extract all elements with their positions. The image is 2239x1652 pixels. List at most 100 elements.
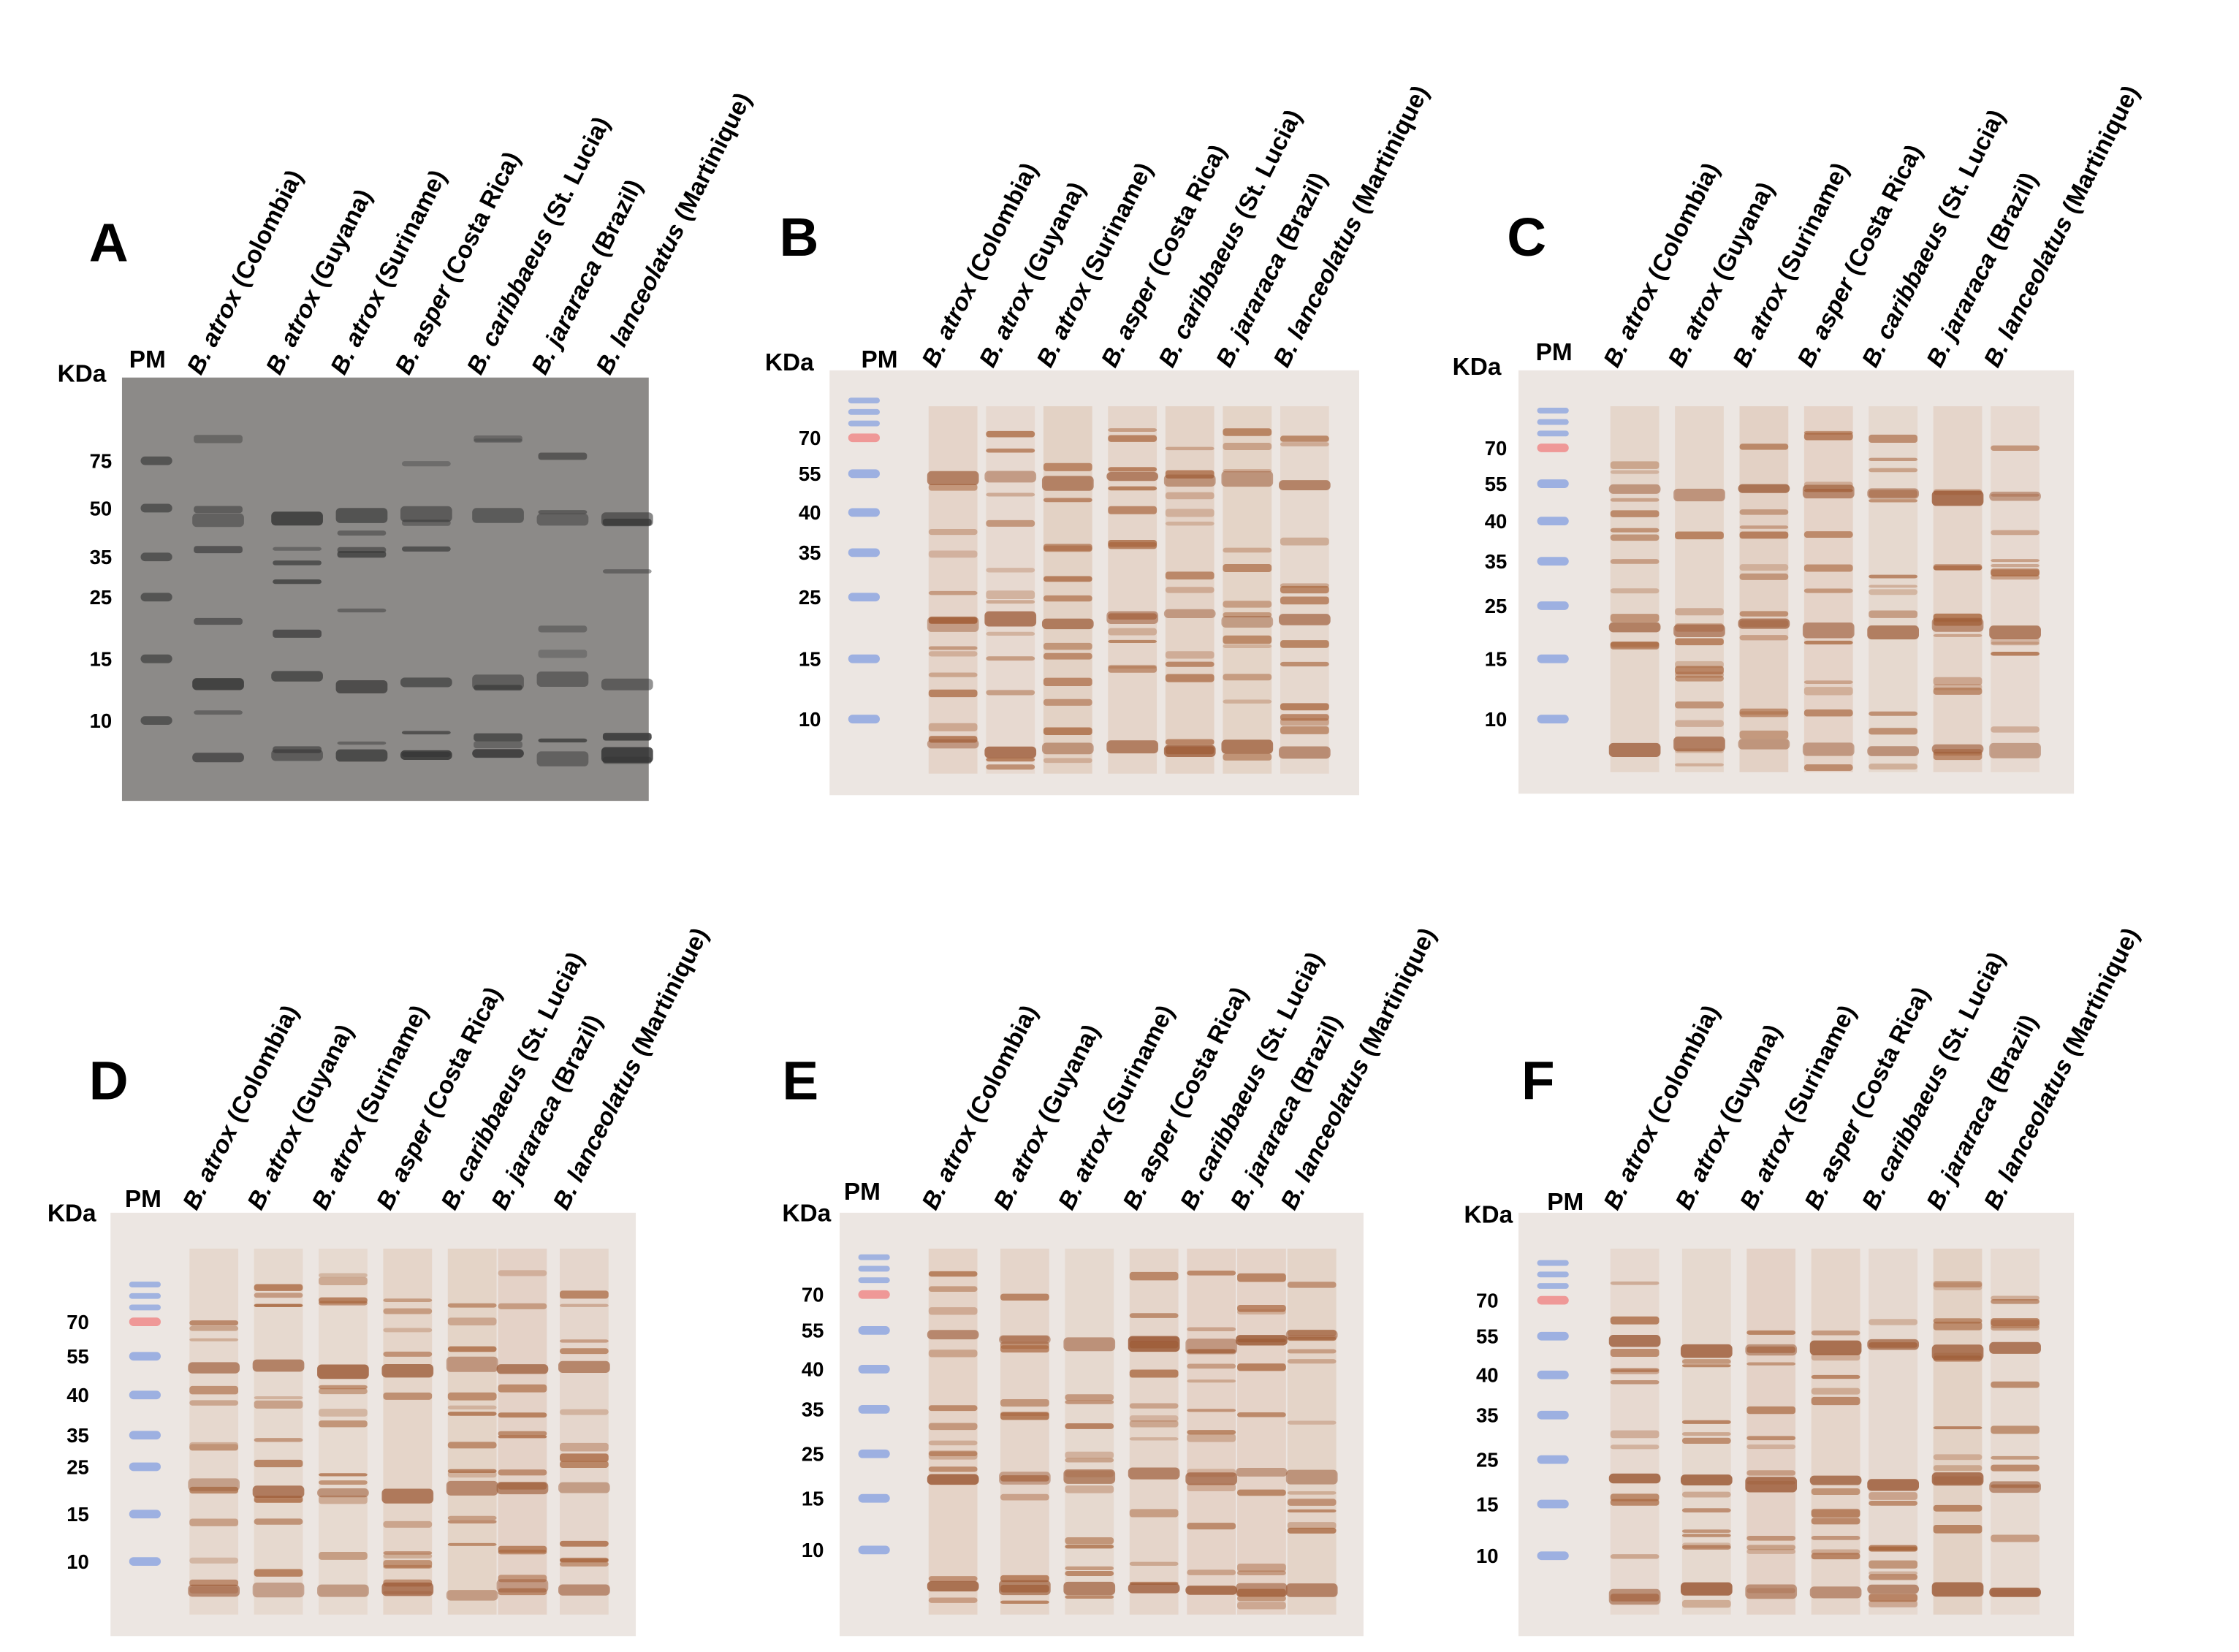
band: [986, 430, 1035, 438]
band: [319, 1273, 368, 1278]
band: [1681, 1359, 1731, 1364]
band: [1989, 491, 2041, 501]
band: [189, 1320, 239, 1326]
band: [1165, 739, 1214, 745]
band: [252, 1485, 305, 1498]
lane-smear: [1043, 406, 1092, 774]
band: [1129, 1313, 1179, 1318]
band: [252, 1359, 305, 1372]
panel: B. atrox(Colombia)B. atrox(Guyana)B. atr…: [765, 81, 1434, 796]
band: [928, 1405, 978, 1412]
band: [928, 1423, 978, 1431]
species: B. atrox: [243, 1120, 308, 1214]
band: [1223, 428, 1272, 436]
gel: [121, 377, 649, 802]
band: [1165, 674, 1214, 682]
band: [498, 1545, 547, 1553]
band: [1165, 446, 1214, 451]
origin: (Martinique): [669, 88, 757, 225]
band: [928, 689, 978, 698]
band: [1280, 442, 1329, 446]
band: [400, 677, 452, 688]
band: [1165, 651, 1214, 659]
ladder-band: [1537, 1370, 1569, 1379]
band: [1187, 1363, 1236, 1369]
band: [1869, 1500, 1918, 1506]
band: [1043, 652, 1092, 660]
ladder-band: [1537, 419, 1569, 425]
band: [1869, 1594, 1918, 1602]
band: [1000, 1493, 1049, 1501]
band: [498, 1412, 547, 1418]
band: [1989, 1341, 2041, 1354]
band: [558, 1360, 610, 1374]
band: [1802, 484, 1855, 499]
ladder-band: [1537, 1283, 1569, 1289]
band: [1065, 1566, 1114, 1570]
band: [474, 435, 522, 442]
ladder-band: [1537, 1499, 1569, 1509]
band: [1681, 1491, 1731, 1498]
lane-smear: [189, 1248, 239, 1615]
lane-label: B. atrox(Suriname): [1735, 1001, 1861, 1214]
origin: (Guyana): [1708, 178, 1780, 284]
panel-letter: E: [782, 1050, 818, 1111]
band: [189, 1385, 239, 1395]
band: [271, 511, 323, 526]
marker-label: 75: [90, 449, 113, 472]
band: [1989, 742, 2041, 758]
species: B. atrox: [326, 285, 392, 379]
band: [1610, 1368, 1660, 1372]
band: [1108, 467, 1157, 472]
marker-label: 10: [802, 1539, 824, 1561]
band: [1187, 1349, 1236, 1354]
band: [1223, 563, 1272, 573]
band: [194, 617, 243, 625]
band: [498, 1270, 547, 1276]
unit-label: KDa: [782, 1200, 831, 1227]
band: [1867, 625, 1920, 640]
band: [928, 1450, 978, 1457]
band: [1869, 728, 1918, 735]
band: [1869, 499, 1918, 503]
band: [273, 547, 322, 551]
band: [194, 546, 243, 554]
band: [447, 1392, 497, 1401]
band: [1108, 628, 1157, 636]
lane-smear: [1746, 1248, 1796, 1615]
band: [601, 747, 653, 763]
band: [1610, 1349, 1660, 1358]
band: [560, 1453, 609, 1462]
marker-label: 40: [1476, 1364, 1499, 1387]
band: [1608, 1334, 1661, 1347]
band: [1869, 764, 1918, 770]
band: [1187, 1379, 1236, 1383]
band: [1043, 699, 1092, 706]
band: [1739, 564, 1789, 571]
origin: (Brazil): [1982, 1010, 2043, 1097]
band: [986, 631, 1035, 636]
band: [1803, 588, 1853, 593]
band: [1280, 585, 1329, 594]
band: [1739, 509, 1789, 515]
species: B. atrox: [917, 1120, 983, 1214]
band: [383, 1392, 433, 1400]
ladder-band: [858, 1365, 890, 1374]
band: [498, 1435, 547, 1439]
band: [1187, 1409, 1236, 1412]
band: [383, 1560, 433, 1568]
ladder-label: PM: [844, 1179, 881, 1206]
band: [1746, 1330, 1796, 1335]
band: [383, 1553, 433, 1559]
lane-smear: [1991, 406, 2040, 772]
band: [1869, 1546, 1918, 1550]
band: [319, 1552, 368, 1560]
band: [1237, 1304, 1286, 1312]
band: [1236, 1467, 1288, 1477]
origin: (Martinique): [2057, 81, 2145, 218]
band: [986, 690, 1035, 696]
band: [1803, 640, 1853, 645]
lane-smear: [1675, 406, 1724, 772]
band: [1745, 1584, 1798, 1599]
